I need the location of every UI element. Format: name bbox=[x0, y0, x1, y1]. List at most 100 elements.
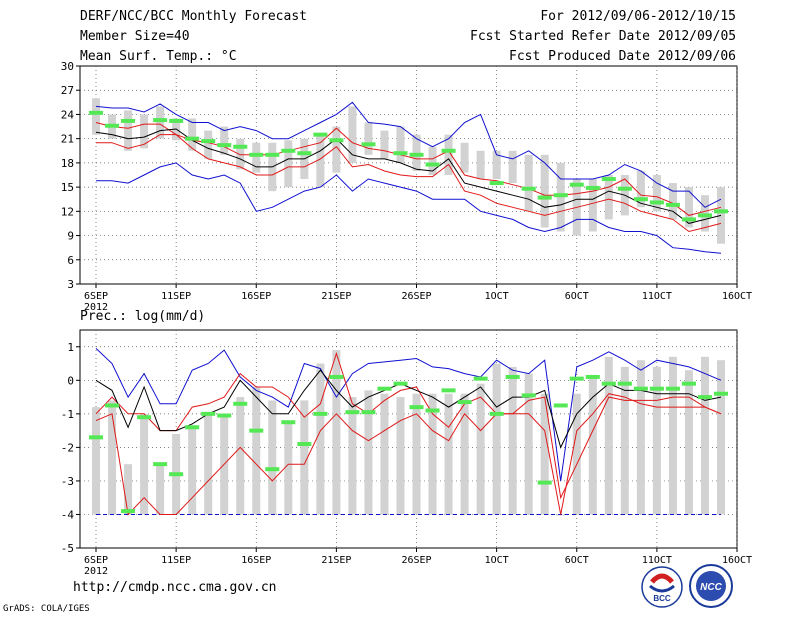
ensemble-box bbox=[428, 146, 437, 175]
ensemble-box bbox=[700, 356, 709, 515]
ensemble-box bbox=[188, 118, 197, 151]
forecast-produced-date: Fcst Produced Date 2012/09/06 bbox=[509, 49, 736, 64]
ensemble-box bbox=[428, 393, 437, 515]
y-tick-label: -1 bbox=[61, 408, 74, 421]
member-size: Member Size=40 bbox=[80, 29, 190, 44]
grads-credit: GrADS: COLA/IGES bbox=[3, 604, 90, 614]
observed-marker bbox=[313, 411, 328, 416]
chart-title: DERF/NCC/BCC Monthly Forecast bbox=[80, 9, 307, 24]
bcc-logo-text: BCC bbox=[653, 594, 671, 603]
x-tick-label: 11OCT bbox=[642, 291, 672, 302]
y-tick-label: 18 bbox=[61, 157, 74, 170]
observed-marker bbox=[329, 138, 344, 143]
y-tick-label: 0 bbox=[67, 374, 74, 387]
ensemble-box bbox=[668, 356, 677, 515]
y-tick-label: -2 bbox=[61, 441, 74, 454]
observed-marker bbox=[473, 376, 488, 381]
observed-marker bbox=[569, 376, 584, 381]
ensemble-box bbox=[236, 138, 245, 170]
observed-marker bbox=[249, 428, 264, 433]
observed-marker bbox=[185, 136, 200, 141]
observed-marker bbox=[201, 411, 216, 416]
ensemble-box bbox=[252, 142, 261, 173]
observed-marker bbox=[633, 386, 648, 391]
ensemble-box bbox=[508, 366, 517, 515]
x-tick-label: 21SEP bbox=[321, 555, 351, 566]
x-year-label: 2012 bbox=[84, 566, 108, 577]
ensemble-box bbox=[588, 376, 597, 515]
ensemble-box bbox=[556, 162, 565, 232]
ensemble-mean-line bbox=[95, 369, 722, 449]
observed-marker bbox=[441, 148, 456, 153]
ensemble-box bbox=[252, 387, 261, 515]
observed-marker bbox=[265, 467, 280, 472]
observed-marker bbox=[505, 374, 520, 379]
observed-marker bbox=[361, 142, 376, 147]
ensemble-box bbox=[652, 175, 661, 212]
observed-marker bbox=[585, 185, 600, 190]
observed-marker bbox=[121, 509, 136, 514]
observed-marker bbox=[585, 374, 600, 379]
observed-marker bbox=[553, 403, 568, 408]
ensemble-box bbox=[380, 130, 389, 159]
ensemble-box bbox=[332, 350, 341, 515]
ensemble-box bbox=[204, 130, 213, 159]
x-tick-label: 21SEP bbox=[321, 291, 351, 302]
ensemble-box bbox=[444, 134, 453, 175]
observed-marker bbox=[441, 388, 456, 393]
observed-marker bbox=[153, 118, 168, 123]
observed-marker bbox=[425, 162, 440, 167]
observed-marker bbox=[665, 386, 680, 391]
y-tick-label: 30 bbox=[61, 60, 74, 73]
observed-marker bbox=[281, 420, 296, 425]
observed-marker bbox=[329, 374, 344, 379]
ensemble-box bbox=[124, 110, 133, 151]
observed-marker bbox=[217, 143, 232, 148]
ensemble-box bbox=[540, 393, 549, 515]
observed-marker bbox=[714, 209, 728, 214]
ensemble-box bbox=[348, 106, 357, 163]
x-tick-label: 16OCT bbox=[722, 555, 752, 566]
ensemble-box bbox=[92, 98, 100, 135]
ensemble-box bbox=[684, 370, 693, 515]
ensemble-box bbox=[588, 179, 597, 232]
ensemble-box bbox=[492, 150, 501, 180]
observed-marker bbox=[649, 200, 664, 205]
ensemble-box bbox=[348, 397, 357, 515]
x-tick-label: 1OCT bbox=[485, 291, 509, 302]
x-tick-label: 11SEP bbox=[161, 555, 191, 566]
ensemble-box bbox=[396, 126, 405, 163]
y-tick-label: -4 bbox=[61, 508, 75, 521]
x-tick-label: 11OCT bbox=[642, 555, 672, 566]
ensemble-box bbox=[300, 400, 309, 515]
ensemble-box bbox=[700, 195, 709, 232]
observed-marker bbox=[649, 386, 664, 391]
ensemble-box bbox=[284, 420, 293, 515]
observed-marker bbox=[89, 435, 103, 440]
source-url[interactable]: http://cmdp.ncc.cma.gov.cn bbox=[73, 580, 277, 595]
y-tick-label: 9 bbox=[67, 230, 74, 243]
precip-panel-title: Prec.: log(mm/d) bbox=[80, 309, 206, 324]
observed-marker bbox=[137, 415, 152, 420]
ensemble-box bbox=[476, 383, 485, 515]
ensemble-box bbox=[604, 175, 613, 220]
x-tick-label: 16SEP bbox=[241, 555, 271, 566]
ensemble-box bbox=[108, 400, 117, 515]
y-tick-label: 24 bbox=[61, 108, 75, 121]
x-tick-label: 6SEP bbox=[84, 555, 108, 566]
observed-marker bbox=[89, 110, 103, 115]
observed-marker bbox=[249, 152, 264, 157]
ensemble-box bbox=[396, 397, 405, 515]
ensemble-box bbox=[284, 140, 293, 188]
x-tick-label: 11SEP bbox=[161, 291, 191, 302]
ensemble-box bbox=[492, 363, 501, 515]
header-right: For 2012/09/06-2012/10/15 Fcst Started R… bbox=[470, 7, 736, 67]
observed-marker bbox=[265, 152, 280, 157]
observed-marker bbox=[569, 182, 584, 187]
ensemble-box bbox=[636, 170, 645, 208]
observed-marker bbox=[169, 118, 184, 123]
observed-marker bbox=[489, 411, 504, 416]
observed-marker bbox=[233, 144, 248, 149]
